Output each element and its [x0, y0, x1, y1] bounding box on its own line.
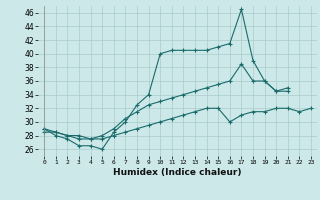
X-axis label: Humidex (Indice chaleur): Humidex (Indice chaleur)	[113, 168, 242, 177]
